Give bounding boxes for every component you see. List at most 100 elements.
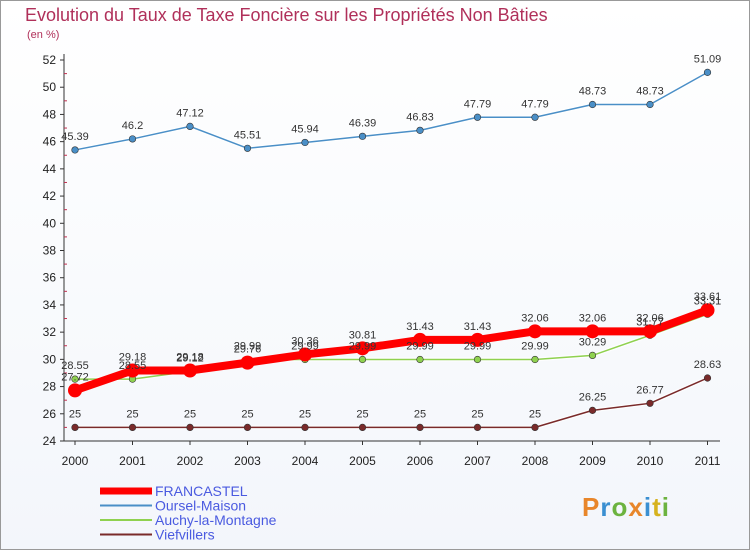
data-label: 45.39 [61,131,89,143]
data-label: 28.55 [119,360,147,372]
data-label: 27.72 [61,371,89,383]
data-point [355,341,370,356]
series-line [73,306,709,395]
data-label: 29.99 [291,340,319,352]
x-tick-label: 2009 [579,454,606,468]
data-label: 25 [471,408,483,420]
data-label: 29.99 [234,340,262,352]
data-point [588,406,597,414]
labels-oursel-maison: 45.39 46.2 47.12 45.51 45.94 46.39 46.83 47.79 4… [61,53,721,143]
data-label: 29.18 [119,352,147,364]
data-label: 32.06 [579,312,607,324]
legend-label: FRANCASTEL [155,483,248,499]
data-label: 51.09 [694,53,722,65]
data-point [128,423,137,431]
data-label: 25 [69,408,81,420]
data-label: 46.2 [122,120,143,132]
data-point [71,375,79,383]
data-point [243,423,252,431]
data-label: 45.51 [234,129,262,141]
data-label: 47.79 [521,98,549,110]
x-tick-label: 2001 [119,454,146,468]
proxiti-logo: Proxiti [582,492,670,522]
data-label: 30.29 [579,336,607,348]
y-tick-label: 48 [43,107,57,121]
y-tick-label: 44 [43,162,57,176]
data-label: 33.31 [694,295,722,307]
series-line-halo [74,70,709,152]
data-point [473,423,482,431]
y-tick-label: 36 [43,271,57,285]
data-point [298,347,312,362]
data-label: 46.83 [406,111,434,123]
data-point [470,332,485,347]
x-tick-label: 2004 [292,454,319,468]
unit-label: (en %) [27,29,60,41]
data-label: 25 [356,408,368,420]
data-point [588,100,597,109]
data-point [240,355,255,370]
data-label: 47.12 [176,107,204,119]
data-point [358,132,367,140]
legend-label: Auchy-la-Montagne [155,512,277,528]
data-point [183,363,197,378]
data-point [71,146,79,154]
data-label: 31.43 [406,321,434,333]
x-tick-label: 2011 [695,454,721,468]
data-label: 30.81 [349,329,377,341]
data-point [186,122,194,131]
data-point [416,355,424,364]
data-point [531,355,539,364]
data-label: 48.73 [636,85,664,97]
y-tick-label: 34 [43,298,57,312]
data-point [416,126,424,134]
series-line [74,71,708,151]
data-point [301,138,309,147]
legend-label: Oursel-Maison [155,498,246,514]
data-point [301,423,309,431]
data-label: 29.99 [464,340,492,352]
x-tick-label: 2000 [62,454,89,468]
y-tick-label: 26 [43,407,57,421]
y-tick-label: 38 [43,244,57,258]
data-label: 29.12 [176,352,204,364]
x-tick-label: 2007 [464,454,491,468]
data-point [643,324,657,339]
y-tick-label: 52 [43,53,57,67]
data-point [71,423,79,431]
data-point [588,351,597,360]
data-point [358,355,367,364]
y-tick-label: 46 [43,135,57,149]
data-label: 28.55 [61,360,89,372]
data-label: 31.77 [636,316,664,328]
data-label: 29.76 [234,344,262,356]
data-point [416,423,424,431]
data-point [703,68,712,76]
data-point [243,144,252,152]
y-tick-label: 30 [43,352,57,366]
series-oursel-maison [71,68,712,154]
chart-title: Evolution du Taux de Taxe Foncière sur l… [25,5,548,25]
data-point [358,423,367,431]
data-label: 48.73 [579,85,607,97]
data-label: 32.06 [636,312,664,324]
data-label: 31.43 [464,321,492,333]
y-tick-label: 32 [43,325,57,339]
data-label: 46.39 [349,117,377,129]
x-tick-label: 2003 [234,454,261,468]
data-label: 29.18 [176,352,204,364]
data-point [703,374,712,382]
data-label: 28.63 [694,359,722,371]
data-point [68,383,82,398]
data-label: 26.77 [636,384,664,396]
data-point [413,332,427,347]
series-francastel [68,303,715,398]
y-tick-label: 50 [43,80,57,94]
data-label: 29.99 [349,340,377,352]
data-point [473,355,482,364]
data-label: 26.25 [579,391,607,403]
data-label: 25 [184,408,196,420]
data-label: 33.61 [694,291,722,303]
y-tick-label: 42 [43,189,57,203]
